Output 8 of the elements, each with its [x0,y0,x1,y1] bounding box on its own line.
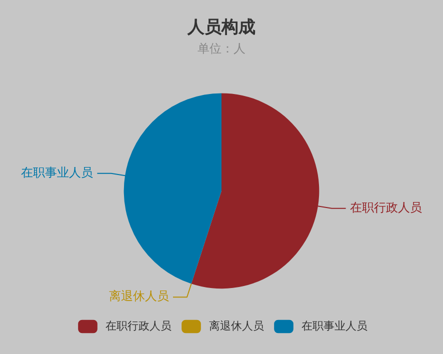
slice-label: 在职行政人员 [350,200,422,214]
legend-label: 离退休人员 [208,319,264,332]
chart-title: 人员构成 [186,18,256,38]
slice-label: 在职事业人员 [21,166,94,180]
legend-label: 在职事业人员 [301,319,368,332]
category-label: 离退休人员 [108,289,169,304]
chart-subtitle: 单位：人 [198,42,246,56]
legend-label: 在职行政人员 [105,319,172,332]
